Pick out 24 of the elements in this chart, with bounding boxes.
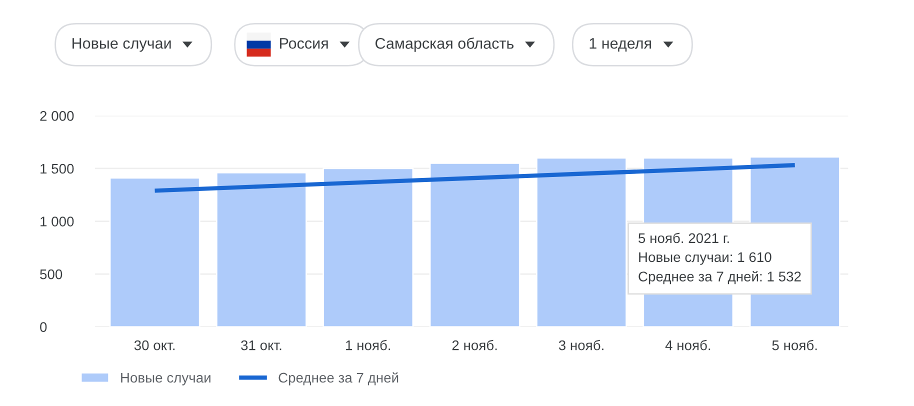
bar [216, 172, 307, 327]
bar [429, 162, 520, 327]
y-tick-label: 0 [40, 322, 47, 332]
bar [109, 177, 200, 327]
text: Россия [280, 38, 328, 49]
x-tick-label: 4 нояб. [665, 340, 710, 350]
text: Новые случаи [72, 38, 171, 52]
x-tick-label: 31 окт. [241, 340, 282, 350]
y-tick-label: 1 000 [40, 216, 74, 226]
x-tick-label: 1 нояб. [346, 340, 390, 350]
legend-label: Новые случаи [121, 372, 210, 386]
x-tick-label: 30 окт. [134, 340, 174, 350]
x-tick-label: 5 нояб. [772, 340, 817, 350]
legend-label: Среднее за 7 дней [278, 372, 398, 386]
y-tick-label: 1 500 [40, 164, 74, 174]
text: Самарская область [376, 37, 514, 52]
line-series [152, 163, 797, 193]
annotation: 5 нояб. 2021 г. Новые случаи: 1 610 Среднее за 7 дней: 1 532 [638, 232, 801, 284]
x-tick-label: 2 нояб. [452, 340, 497, 350]
y-tick-label: 500 [40, 269, 62, 280]
x-tick-label: 3 нояб. [558, 340, 604, 350]
y-tick-label: 2 000 [40, 111, 74, 121]
text: 1 неделя [590, 38, 651, 52]
bar [322, 168, 414, 327]
